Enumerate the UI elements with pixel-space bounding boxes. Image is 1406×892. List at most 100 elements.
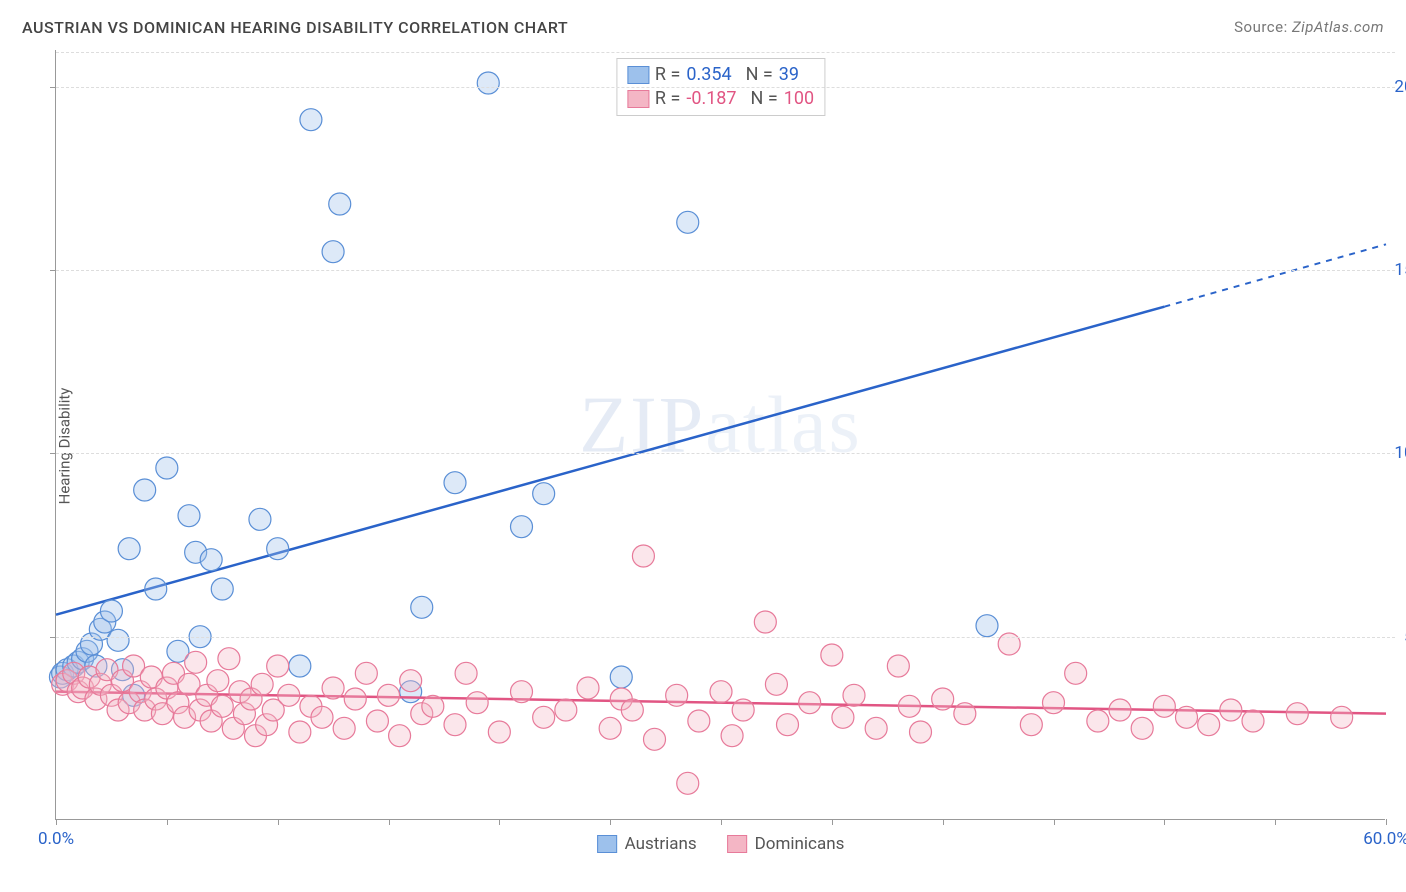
data-point (932, 688, 954, 710)
data-point (278, 684, 300, 706)
gridline (56, 637, 1395, 638)
gridline (56, 453, 1395, 454)
data-point (865, 717, 887, 739)
data-point (251, 673, 273, 695)
data-point (289, 721, 311, 743)
data-point (1153, 695, 1175, 717)
legend-item-dominicans: Dominicans (727, 834, 845, 854)
regression-line-dashed (1164, 244, 1386, 306)
data-point (1020, 714, 1042, 736)
data-point (249, 508, 271, 530)
data-point (156, 457, 178, 479)
data-point (533, 706, 555, 728)
data-point (1065, 662, 1087, 684)
data-point (1087, 710, 1109, 732)
data-point (466, 692, 488, 714)
data-point (134, 479, 156, 501)
data-point (289, 655, 311, 677)
data-point (832, 706, 854, 728)
data-point (455, 662, 477, 684)
data-point (207, 670, 229, 692)
data-point (422, 695, 444, 717)
data-point (677, 772, 699, 794)
data-point (329, 193, 351, 215)
data-point (577, 677, 599, 699)
x-tick-label: 0.0% (38, 829, 74, 849)
data-point (1109, 699, 1131, 721)
data-point (178, 505, 200, 527)
data-point (211, 578, 233, 600)
data-point (1286, 703, 1308, 725)
chart-header: AUSTRIAN VS DOMINICAN HEARING DISABILITY… (22, 18, 1384, 37)
data-point (400, 670, 422, 692)
data-point (344, 688, 366, 710)
data-point (621, 699, 643, 721)
data-point (145, 578, 167, 600)
data-point (721, 725, 743, 747)
data-point (378, 684, 400, 706)
legend-item-austrians: Austrians (597, 834, 697, 854)
data-point (1242, 710, 1264, 732)
stats-row-dominicans: R = -0.187 N = 100 (627, 87, 814, 111)
data-point (488, 721, 510, 743)
swatch-austrians-icon (597, 835, 617, 853)
swatch-dominicans-icon (627, 90, 649, 108)
data-point (898, 695, 920, 717)
legend-label-austrians: Austrians (625, 834, 697, 854)
data-point (677, 211, 699, 233)
source-label: Source: (1234, 18, 1288, 36)
r-value-dominicans: -0.187 (686, 87, 736, 111)
data-point (843, 684, 865, 706)
source-value: ZipAtlas.com (1292, 18, 1384, 36)
data-point (777, 714, 799, 736)
y-tick-label: 20.0% (1394, 77, 1406, 97)
data-point (185, 651, 207, 673)
data-point (267, 538, 289, 560)
data-point (644, 728, 666, 750)
stats-row-austrians: R = 0.354 N = 39 (627, 63, 814, 87)
data-point (200, 549, 222, 571)
n-value-austrians: 39 (779, 63, 799, 87)
data-point (887, 655, 909, 677)
data-point (610, 666, 632, 688)
data-point (732, 699, 754, 721)
data-point (976, 615, 998, 637)
r-value-austrians: 0.354 (686, 63, 731, 87)
data-point (599, 717, 621, 739)
chart-title: AUSTRIAN VS DOMINICAN HEARING DISABILITY… (22, 18, 568, 37)
chart-canvas (56, 50, 1385, 819)
data-point (765, 673, 787, 695)
data-point (632, 545, 654, 567)
data-point (910, 721, 932, 743)
data-point (1220, 699, 1242, 721)
regression-line (56, 307, 1164, 615)
data-point (555, 699, 577, 721)
data-point (267, 655, 289, 677)
swatch-austrians-icon (627, 66, 649, 84)
n-value-dominicans: 100 (784, 87, 814, 111)
data-point (710, 681, 732, 703)
data-point (688, 710, 710, 732)
data-point (1043, 692, 1065, 714)
data-point (211, 695, 233, 717)
y-tick-label: 10.0% (1394, 443, 1406, 463)
data-point (1131, 717, 1153, 739)
data-point (118, 538, 140, 560)
data-point (107, 629, 129, 651)
data-point (322, 241, 344, 263)
data-point (821, 644, 843, 666)
data-point (1198, 714, 1220, 736)
data-point (666, 684, 688, 706)
data-point (477, 72, 499, 94)
data-point (366, 710, 388, 732)
source-attribution: Source: ZipAtlas.com (1234, 18, 1384, 37)
data-point (411, 596, 433, 618)
y-tick-label: 15.0% (1394, 260, 1406, 280)
legend-label-dominicans: Dominicans (755, 834, 845, 854)
gridline (56, 87, 1395, 88)
gridline (56, 270, 1395, 271)
scatter-plot: ZIPatlas R = 0.354 N = 39 R = -0.187 N =… (55, 50, 1385, 820)
data-point (954, 703, 976, 725)
data-point (333, 717, 355, 739)
data-point (533, 483, 555, 505)
